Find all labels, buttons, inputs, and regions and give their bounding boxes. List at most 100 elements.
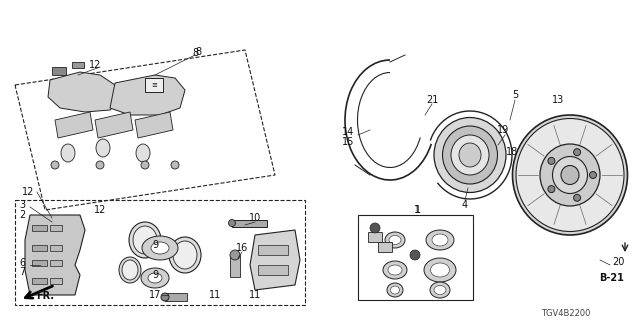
Ellipse shape	[552, 156, 588, 194]
Text: 14: 14	[342, 127, 354, 137]
Polygon shape	[110, 75, 185, 115]
Ellipse shape	[389, 236, 401, 244]
Ellipse shape	[459, 143, 481, 167]
Ellipse shape	[390, 286, 399, 294]
Ellipse shape	[385, 232, 405, 248]
Text: 1: 1	[414, 205, 420, 215]
Text: 15: 15	[342, 137, 354, 147]
Text: 1: 1	[415, 205, 421, 215]
Polygon shape	[250, 230, 300, 290]
Text: 6: 6	[19, 258, 25, 268]
Ellipse shape	[133, 226, 157, 254]
Text: 12: 12	[94, 205, 106, 215]
Bar	[50, 260, 62, 266]
Text: 8: 8	[195, 47, 201, 57]
Text: 16: 16	[236, 243, 248, 253]
Circle shape	[171, 161, 179, 169]
Text: ≡: ≡	[151, 82, 157, 88]
Ellipse shape	[122, 260, 138, 280]
Ellipse shape	[430, 282, 450, 298]
Ellipse shape	[119, 257, 141, 283]
Circle shape	[548, 186, 555, 193]
Polygon shape	[25, 215, 85, 295]
Polygon shape	[55, 112, 93, 138]
Text: 7: 7	[19, 267, 25, 277]
Bar	[358, 215, 473, 300]
Text: 11: 11	[209, 290, 221, 300]
Bar	[32, 245, 47, 251]
Bar	[32, 260, 47, 266]
Bar	[378, 242, 392, 252]
Bar	[32, 225, 47, 231]
Ellipse shape	[426, 230, 454, 250]
Ellipse shape	[61, 144, 75, 162]
Ellipse shape	[431, 263, 449, 277]
Text: 17: 17	[149, 290, 161, 300]
Ellipse shape	[383, 261, 407, 279]
Polygon shape	[135, 112, 173, 138]
Ellipse shape	[388, 265, 402, 275]
Ellipse shape	[169, 237, 201, 273]
Ellipse shape	[129, 222, 161, 258]
Circle shape	[228, 220, 236, 227]
Ellipse shape	[151, 242, 169, 254]
Polygon shape	[48, 72, 120, 112]
Circle shape	[51, 161, 59, 169]
Ellipse shape	[424, 258, 456, 282]
Text: 4: 4	[462, 200, 468, 210]
Circle shape	[161, 293, 169, 301]
Bar	[165, 293, 187, 301]
Circle shape	[141, 161, 149, 169]
Bar	[50, 225, 62, 231]
Ellipse shape	[513, 115, 627, 235]
Bar	[32, 278, 47, 284]
Circle shape	[573, 194, 580, 201]
Bar	[50, 278, 62, 284]
Text: 13: 13	[552, 95, 564, 105]
Circle shape	[548, 157, 555, 164]
Ellipse shape	[434, 117, 506, 193]
Bar	[230, 255, 240, 277]
Text: 5: 5	[512, 90, 518, 100]
Ellipse shape	[148, 273, 162, 283]
Ellipse shape	[96, 139, 110, 157]
Text: 18: 18	[506, 147, 518, 157]
Ellipse shape	[516, 118, 624, 231]
Ellipse shape	[434, 285, 446, 294]
Ellipse shape	[540, 144, 600, 206]
Circle shape	[96, 161, 104, 169]
Circle shape	[230, 250, 240, 260]
Ellipse shape	[387, 283, 403, 297]
Text: 3: 3	[19, 200, 25, 210]
Text: 10: 10	[249, 213, 261, 223]
Circle shape	[589, 172, 596, 179]
Text: 12: 12	[89, 60, 101, 70]
Bar	[232, 220, 267, 227]
Bar	[258, 265, 288, 275]
Ellipse shape	[142, 236, 178, 260]
Text: 12: 12	[22, 187, 34, 197]
Circle shape	[410, 250, 420, 260]
Circle shape	[370, 223, 380, 233]
Text: 8: 8	[192, 48, 198, 58]
Ellipse shape	[173, 241, 197, 269]
Bar	[72, 62, 84, 68]
Circle shape	[573, 149, 580, 156]
Text: B-21: B-21	[600, 273, 625, 283]
Text: 11: 11	[249, 290, 261, 300]
Text: 21: 21	[426, 95, 438, 105]
Ellipse shape	[451, 135, 489, 175]
Text: 9: 9	[152, 240, 158, 250]
Ellipse shape	[141, 268, 169, 288]
Bar	[368, 232, 382, 242]
Ellipse shape	[432, 234, 448, 246]
Ellipse shape	[442, 126, 497, 184]
Bar	[258, 245, 288, 255]
Bar	[52, 67, 66, 75]
Text: TGV4B2200: TGV4B2200	[541, 308, 590, 317]
Text: 19: 19	[497, 125, 509, 135]
Ellipse shape	[561, 165, 579, 185]
Ellipse shape	[136, 144, 150, 162]
Text: FR.: FR.	[36, 291, 54, 301]
Text: 20: 20	[612, 257, 624, 267]
